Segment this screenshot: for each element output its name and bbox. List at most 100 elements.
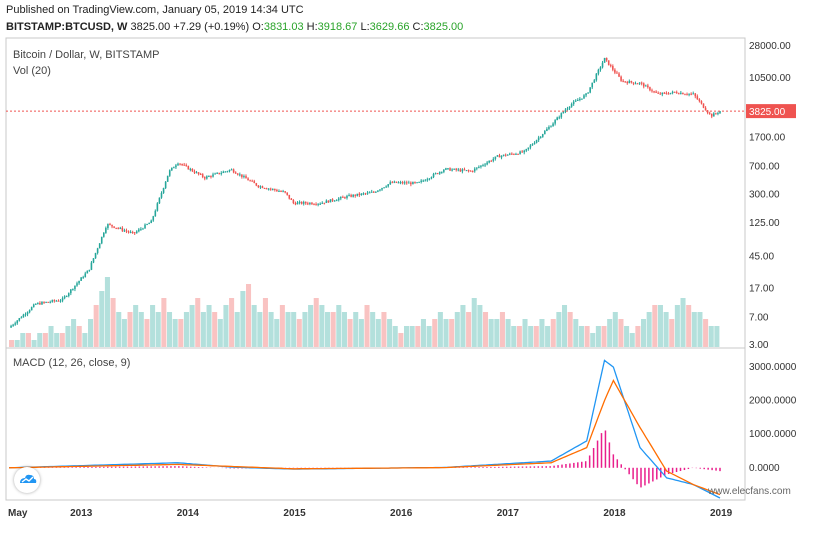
volume-bar <box>217 319 223 347</box>
candle-body <box>535 140 538 143</box>
candle-body <box>438 171 441 174</box>
volume-bar <box>308 305 314 347</box>
volume-bar <box>562 305 568 347</box>
volume-bar <box>392 326 398 347</box>
candle-body <box>412 181 414 185</box>
candle-body <box>389 182 392 185</box>
candle-body <box>249 180 251 182</box>
volume-bar <box>584 326 590 347</box>
candle-body <box>313 204 315 206</box>
change-value: +7.29 (+0.19%) <box>173 21 250 33</box>
candle-body <box>144 224 146 229</box>
volume-bars <box>9 277 720 347</box>
candle-body <box>14 323 16 325</box>
volume-bar <box>516 326 522 347</box>
candle-body <box>667 93 670 95</box>
candle-body <box>397 182 400 184</box>
candle-body <box>356 193 359 196</box>
time-axis-tick: May <box>8 508 28 519</box>
candle-body <box>45 301 47 303</box>
candle-body <box>700 101 703 104</box>
candle-body <box>550 126 552 128</box>
volume-bar <box>635 326 641 347</box>
candle-body <box>298 201 301 203</box>
volume-bar <box>212 312 218 347</box>
candle-body <box>20 317 23 319</box>
volume-bar <box>443 319 449 347</box>
volume-bar <box>595 326 601 347</box>
volume-bar <box>511 326 517 347</box>
candle-body <box>461 169 464 172</box>
candle-body <box>100 236 103 244</box>
candle-body <box>445 168 447 170</box>
candle-body <box>86 270 89 274</box>
candle-body <box>436 173 439 175</box>
candle-body <box>189 168 192 170</box>
volume-bar <box>246 284 252 347</box>
candle-body <box>288 194 291 199</box>
volume-bar <box>347 319 353 347</box>
candle-body <box>577 100 579 102</box>
volume-bar <box>104 277 110 347</box>
candle-body <box>430 177 433 179</box>
candle-body <box>581 98 583 100</box>
candle-body <box>463 169 466 171</box>
volume-bar <box>381 312 387 347</box>
candle-body <box>282 191 284 193</box>
candle-body <box>18 318 21 321</box>
time-axis-tick: 2014 <box>177 508 200 519</box>
candle-body <box>511 153 513 155</box>
candle-body <box>127 231 130 233</box>
candle-body <box>653 91 655 93</box>
candle-body <box>315 204 317 206</box>
volume-bar <box>471 298 477 347</box>
candle-body <box>193 171 196 173</box>
candle-body <box>488 160 490 163</box>
candle-body <box>554 120 556 124</box>
candle-body <box>302 202 305 204</box>
candle-body <box>67 293 70 297</box>
candle-body <box>566 108 569 110</box>
candle-body <box>620 76 622 81</box>
candle-body <box>440 171 443 173</box>
volume-bar <box>657 305 663 347</box>
candle-body <box>53 300 56 302</box>
macd-label: MACD (12, 26, close, 9) <box>13 357 131 369</box>
candle-body <box>638 82 641 84</box>
candle-body <box>148 223 150 225</box>
candle-body <box>583 95 585 99</box>
candle-body <box>16 320 19 324</box>
candle-body <box>422 180 425 182</box>
candle-body <box>420 180 422 182</box>
candle-body <box>622 80 624 82</box>
tradingview-cloud-icon[interactable] <box>14 467 40 493</box>
candle-body <box>103 232 105 237</box>
volume-bar <box>161 298 167 347</box>
volume-bar <box>144 319 150 347</box>
volume-bar <box>138 312 144 347</box>
volume-bar <box>674 305 680 347</box>
candle-body <box>329 199 332 203</box>
candle-body <box>416 182 418 184</box>
candle-body <box>300 201 303 204</box>
candle-body <box>655 91 657 93</box>
candle-body <box>513 153 515 155</box>
candle-body <box>321 202 324 204</box>
candle-body <box>327 200 330 203</box>
candle-body <box>146 224 148 226</box>
candle-body <box>269 188 272 190</box>
candle-body <box>317 203 319 205</box>
candle-body <box>682 92 684 95</box>
candle-body <box>418 181 420 183</box>
volume-bar <box>127 312 133 347</box>
candle-body <box>595 73 598 81</box>
candle-body <box>478 166 480 168</box>
candle-body <box>525 148 528 151</box>
candle-body <box>220 172 223 174</box>
candle-body <box>502 154 505 156</box>
pair-label: Bitcoin / Dollar, W, BITSTAMP <box>13 49 160 61</box>
candle-body <box>393 181 396 183</box>
candle-body <box>109 224 111 226</box>
candle-body <box>519 151 521 155</box>
